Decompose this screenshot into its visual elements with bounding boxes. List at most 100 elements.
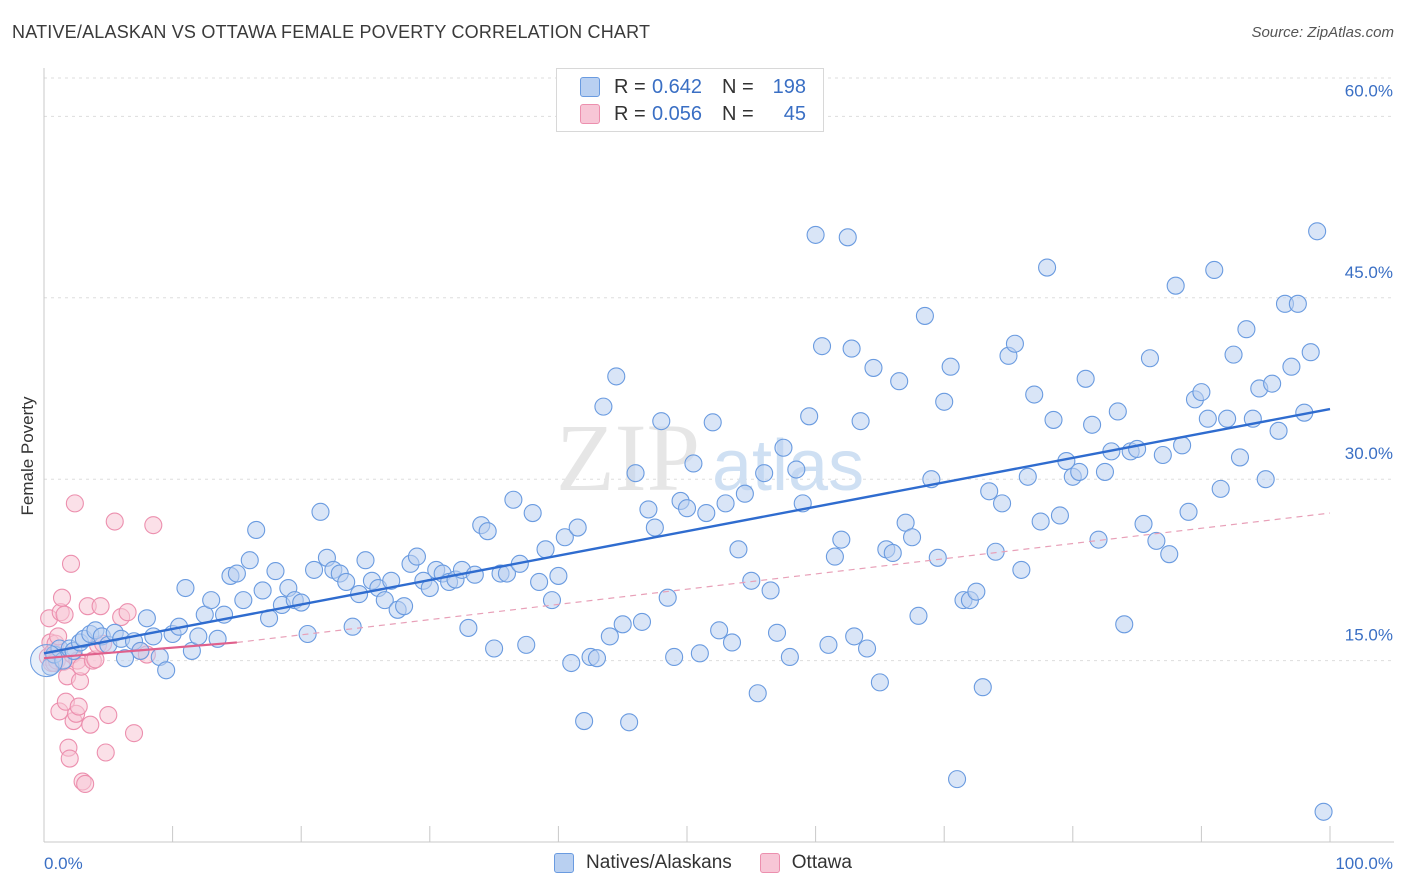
y-tick-label: 60.0%: [1345, 81, 1393, 100]
native-point: [1076, 369, 1095, 388]
n-label: N =: [722, 75, 754, 98]
native-point: [1108, 402, 1127, 421]
native-point: [1005, 334, 1024, 353]
chart-source: Source: ZipAtlas.com: [1251, 24, 1394, 41]
native-point: [266, 562, 285, 581]
native-point: [375, 591, 394, 610]
y-tick-label: 30.0%: [1345, 444, 1393, 463]
native-point: [1314, 802, 1333, 821]
native-point: [838, 228, 857, 247]
native-point: [253, 581, 272, 600]
native-point: [703, 413, 722, 432]
axes: [43, 68, 1394, 843]
native-point: [1128, 439, 1147, 459]
native-point: [993, 494, 1012, 513]
native-point: [1160, 545, 1179, 564]
y-tick-label: 45.0%: [1345, 263, 1393, 282]
n-value: 45: [783, 102, 806, 125]
native-point: [767, 623, 787, 642]
native-point: [652, 412, 671, 431]
native-point: [465, 565, 484, 584]
x-ticks: [43, 826, 1331, 842]
series-legend: Natives/Alaskans Ottawa: [0, 852, 1406, 874]
native-point: [549, 566, 568, 585]
native-point: [234, 591, 253, 610]
native-point: [909, 606, 928, 625]
native-point: [645, 518, 664, 537]
native-point: [1147, 531, 1166, 550]
native-point: [523, 503, 542, 523]
ottawa-point: [61, 554, 81, 573]
native-point: [202, 591, 221, 610]
native-point: [870, 673, 889, 692]
native-point: [948, 770, 967, 789]
ottawa-point: [65, 494, 84, 513]
native-cluster-point: [30, 644, 64, 678]
ottawa-point: [105, 512, 124, 531]
stats-legend: R = 0.642 N = 198 R = 0.056 N = 45: [556, 68, 824, 132]
ottawa-point: [124, 724, 144, 743]
native-point: [407, 547, 426, 566]
native-point: [189, 627, 208, 646]
native-point: [530, 572, 549, 592]
native-point: [343, 617, 362, 636]
native-point: [729, 540, 748, 559]
native-point: [1205, 260, 1224, 280]
natives-swatch: [580, 77, 600, 97]
native-point: [1256, 470, 1275, 489]
natives-trend-line: [43, 407, 1331, 655]
native-point: [845, 627, 864, 646]
legend-item-natives[interactable]: Natives/Alaskans: [554, 852, 732, 874]
native-point: [690, 644, 709, 663]
ottawa-point: [96, 743, 115, 762]
ottawa-trend-line: [43, 641, 237, 660]
ottawa-trend-extension: [236, 512, 1331, 644]
native-point: [716, 494, 735, 513]
x-max-label: 100.0%: [1335, 854, 1393, 873]
native-point: [632, 612, 652, 631]
native-point: [337, 572, 356, 592]
native-point: [812, 337, 832, 356]
native-point: [382, 571, 401, 590]
native-point: [1140, 349, 1160, 368]
native-point: [1095, 462, 1114, 481]
native-point: [1153, 445, 1172, 465]
y-tick-labels: 15.0% 30.0% 45.0% 60.0%: [1345, 81, 1393, 644]
native-point: [915, 306, 934, 325]
native-point: [1050, 506, 1069, 525]
native-point: [176, 578, 195, 598]
native-point: [478, 522, 497, 541]
native-point: [890, 372, 909, 391]
native-point: [594, 397, 613, 416]
native-point: [1192, 383, 1211, 402]
native-point: [864, 358, 883, 377]
native-point: [1044, 410, 1063, 429]
native-point: [1089, 530, 1108, 549]
native-point: [356, 551, 375, 570]
ottawa-point: [69, 697, 88, 716]
native-point: [980, 482, 999, 501]
native-point: [1070, 462, 1089, 481]
native-point: [735, 484, 754, 503]
legend-item-ottawa[interactable]: Ottawa: [759, 852, 852, 874]
native-point: [1218, 409, 1237, 428]
native-point: [806, 225, 825, 244]
gridlines: [44, 77, 1394, 662]
native-point: [240, 551, 259, 570]
native-point: [1224, 345, 1243, 364]
native-point: [639, 500, 658, 519]
r-label: R =: [614, 75, 646, 98]
legend-label-ottawa: Ottawa: [791, 852, 852, 873]
native-point: [658, 588, 677, 607]
native-point: [517, 635, 536, 654]
native-point: [1018, 467, 1037, 486]
native-point: [842, 339, 861, 358]
native-point: [568, 518, 587, 537]
native-point: [620, 713, 639, 732]
native-point: [684, 454, 703, 473]
native-point: [883, 543, 902, 563]
native-point: [555, 528, 574, 547]
native-point: [137, 609, 156, 628]
native-point: [748, 684, 767, 703]
y-tick-label: 15.0%: [1345, 626, 1393, 645]
